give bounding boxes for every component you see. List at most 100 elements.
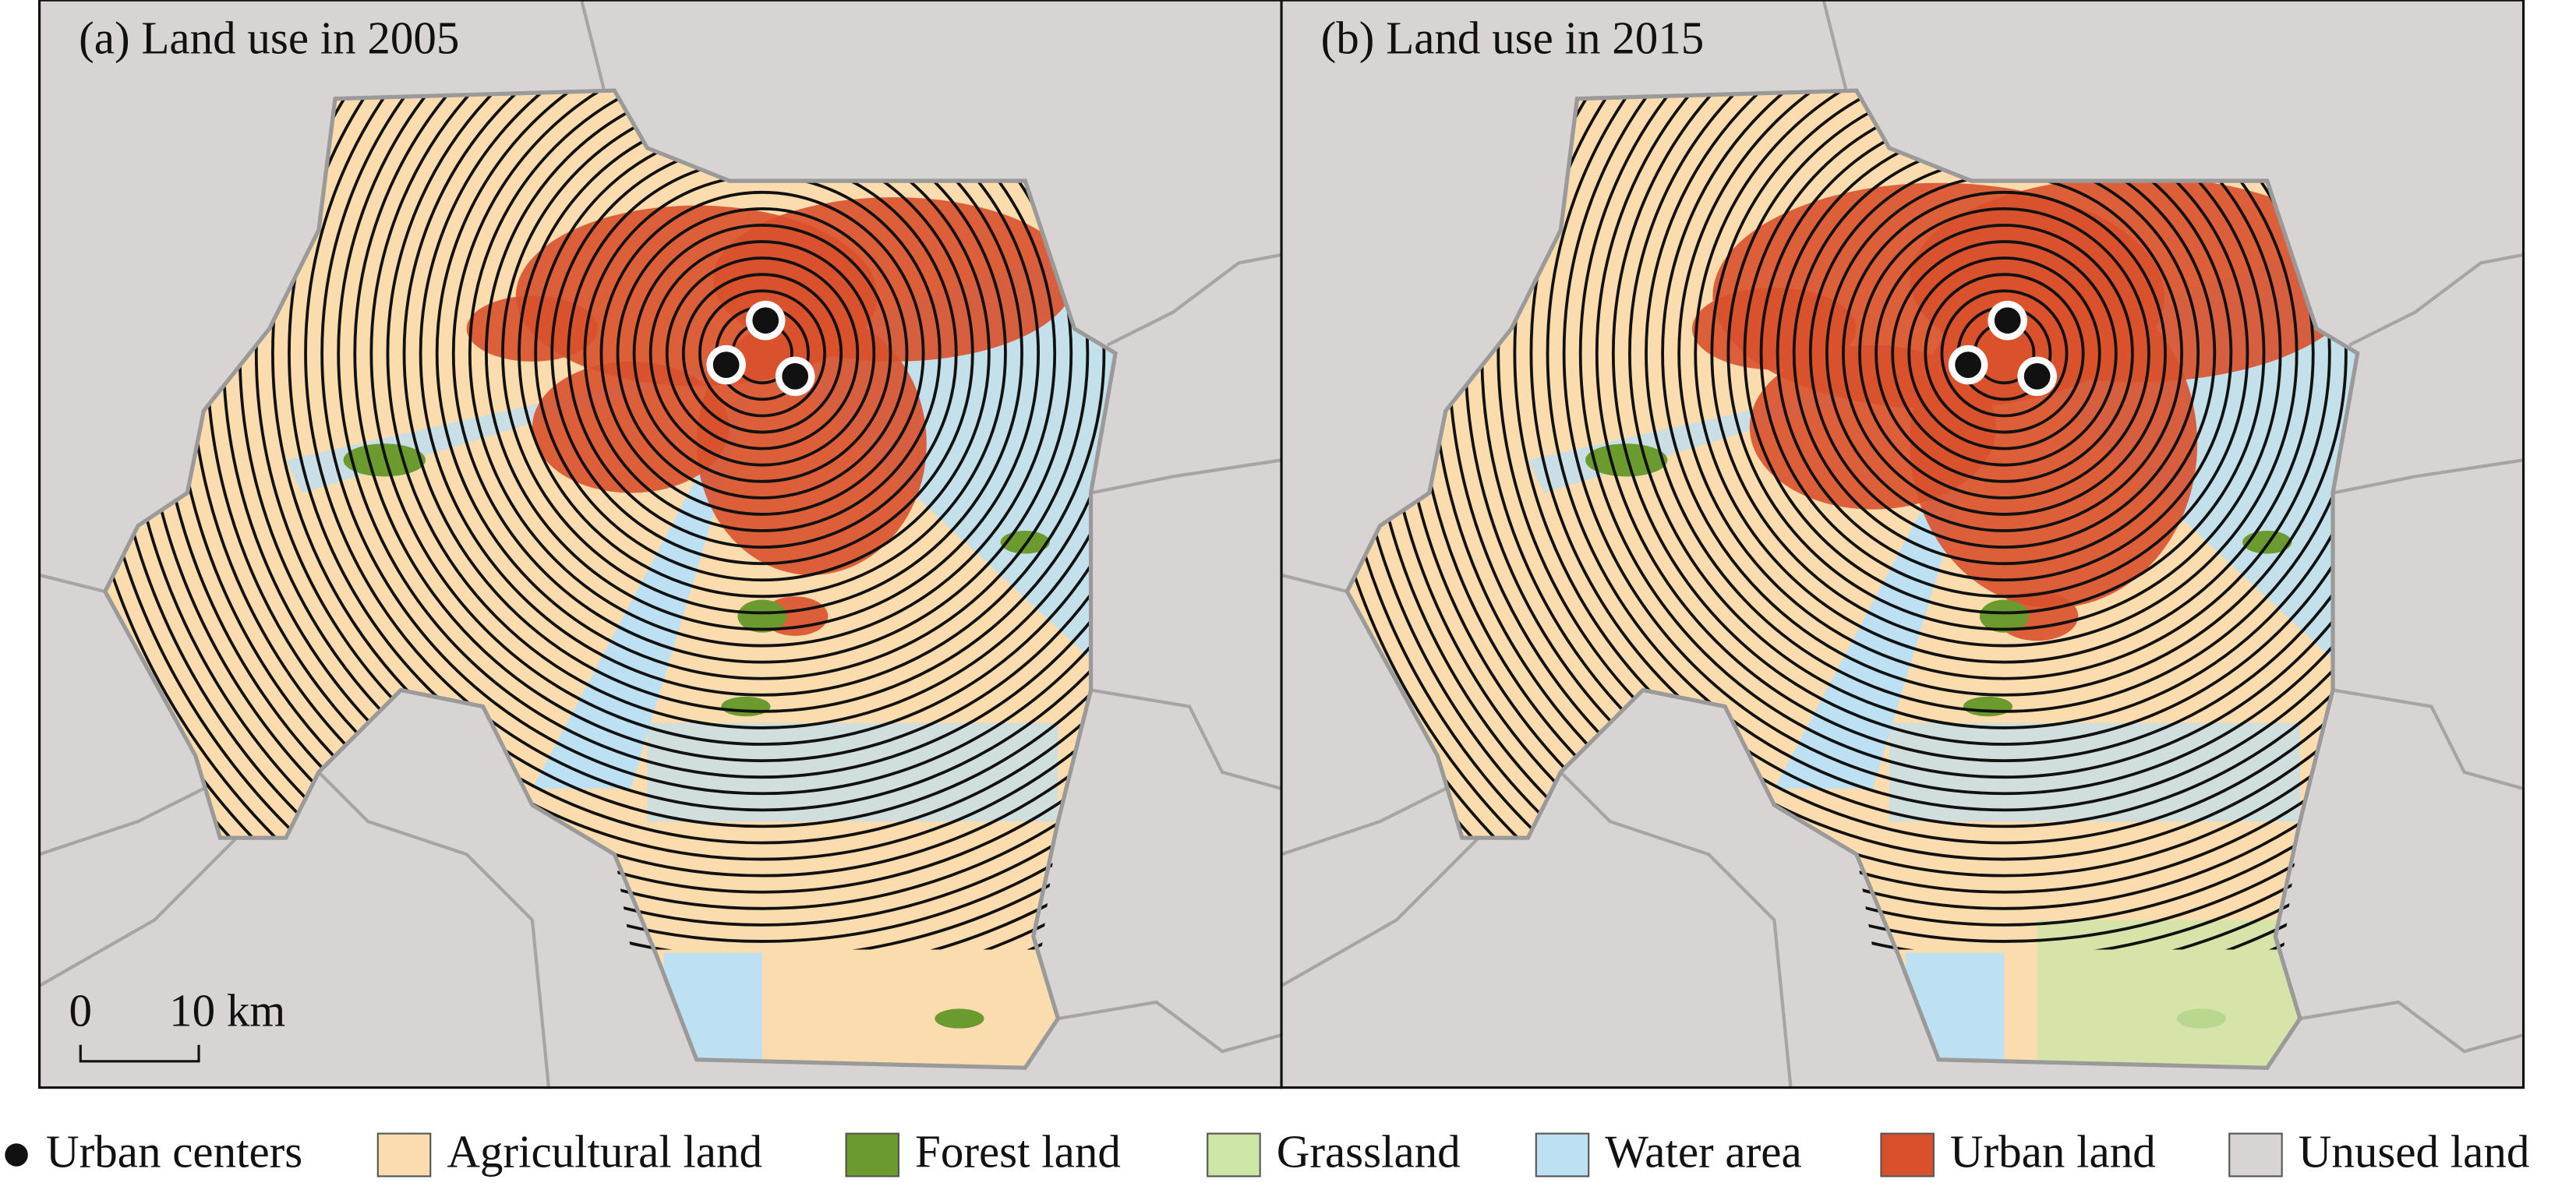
region-outline xyxy=(1345,88,2360,1070)
distance-ring xyxy=(270,90,1116,845)
distance-ring xyxy=(648,240,876,467)
boundary-line xyxy=(39,787,205,856)
forest-land xyxy=(721,696,771,717)
boundary-line xyxy=(1106,252,1282,347)
legend-label: Water area xyxy=(1605,1126,1801,1178)
distance-ring xyxy=(1726,90,2282,631)
region-outline xyxy=(102,88,1118,1070)
legend-item: Urban land xyxy=(1880,1126,2156,1178)
distance-ring xyxy=(1645,90,2358,713)
boundary-line xyxy=(39,836,239,987)
legend-dot xyxy=(5,1143,28,1167)
distance-ring xyxy=(1529,90,2358,828)
distance-ring xyxy=(1513,90,2358,845)
distance-ring xyxy=(1562,90,2358,796)
map-panel: (b) Land use in 2015 xyxy=(1280,0,2525,1089)
panel-title: (b) Land use in 2015 xyxy=(1321,12,1705,64)
legend-label: Urban centers xyxy=(46,1126,302,1178)
distance-ring xyxy=(632,224,892,483)
distance-ring xyxy=(1858,207,2150,500)
map-panel: (a) Land use in 2005 0 10 km xyxy=(38,0,1283,1089)
legend-label: Agricultural land xyxy=(447,1126,762,1178)
scale-label: 0 xyxy=(69,984,92,1036)
urban-center xyxy=(782,363,809,390)
boundary-line xyxy=(1281,787,1447,856)
legend-item: Unused land xyxy=(2228,1126,2530,1178)
distance-ring xyxy=(451,90,1073,664)
urban-center xyxy=(712,351,740,378)
boundary-line xyxy=(2332,688,2524,790)
boundary-line xyxy=(1281,836,1480,987)
panel-frame xyxy=(1280,0,2525,1089)
legend-swatch xyxy=(2228,1132,2283,1178)
boundary-line xyxy=(1281,573,1348,594)
distance-ring xyxy=(386,90,1116,729)
boundary-line xyxy=(2299,1000,2524,1054)
forest-land xyxy=(1000,531,1050,554)
distance-ring xyxy=(1875,224,2134,483)
distance-ring xyxy=(1940,289,2069,418)
distance-ring xyxy=(288,90,1116,828)
panel-title: (a) Land use in 2005 xyxy=(79,12,459,64)
boundary-line xyxy=(39,573,106,594)
legend-swatch xyxy=(1207,1132,1261,1178)
scale-label: 10 km xyxy=(169,984,285,1036)
distance-ring xyxy=(1595,90,2358,762)
distance-ring xyxy=(435,90,1090,680)
boundary-line xyxy=(580,0,608,100)
boundary-line xyxy=(1090,688,1282,790)
urban-land xyxy=(696,312,927,575)
distance-ring xyxy=(1661,90,2348,697)
distance-ring xyxy=(1677,90,2331,680)
distance-ring xyxy=(254,90,1116,861)
legend-item: Grassland xyxy=(1207,1126,1461,1178)
legend-swatch xyxy=(845,1132,900,1178)
distance-ring xyxy=(616,207,909,500)
distance-ring xyxy=(1546,90,2358,812)
urban-land xyxy=(466,295,599,362)
legend-label: Urban land xyxy=(1950,1126,2156,1178)
boundary-line xyxy=(1090,458,1282,495)
urban-land xyxy=(1749,344,1996,510)
legend-swatch xyxy=(1535,1132,1590,1178)
distance-ring xyxy=(485,90,1041,631)
legend-swatch xyxy=(376,1132,432,1178)
legend-item: Forest land xyxy=(845,1126,1121,1178)
legend-item: Agricultural land xyxy=(376,1126,762,1178)
legend-label: Unused land xyxy=(2299,1126,2530,1178)
legend-item: Water area xyxy=(1535,1126,1802,1178)
distance-ring xyxy=(681,273,843,434)
legend-item: Urban centers xyxy=(5,1126,302,1178)
urban-center xyxy=(752,307,779,334)
legend-label: Forest land xyxy=(915,1126,1121,1178)
distance-ring xyxy=(1611,90,2358,746)
forest-land xyxy=(737,599,787,633)
distance-ring xyxy=(419,90,1106,697)
distance-ring xyxy=(1891,240,2118,467)
distance-ring xyxy=(665,256,860,450)
forest-land xyxy=(935,1008,984,1029)
distance-ring xyxy=(1907,256,2101,450)
distance-ring xyxy=(304,90,1116,812)
distance-ring xyxy=(1628,90,2358,729)
boundary-line xyxy=(1822,0,1850,100)
distance-ring xyxy=(599,190,925,516)
distance-ring xyxy=(1924,273,2085,434)
boundary-line xyxy=(2332,458,2524,495)
forest-land xyxy=(2242,531,2292,554)
distance-ring xyxy=(1694,90,2315,664)
urban-center xyxy=(1994,307,2021,334)
distance-ring xyxy=(402,90,1116,713)
distance-ring xyxy=(337,90,1116,779)
boundary-line xyxy=(317,771,551,1088)
distance-ring xyxy=(468,90,1057,648)
panel-content xyxy=(39,0,1282,1088)
legend-swatch xyxy=(1880,1132,1935,1178)
distance-ring xyxy=(1496,90,2358,861)
distance-ring xyxy=(1842,190,2167,516)
legend-label: Grassland xyxy=(1277,1126,1461,1178)
distance-ring xyxy=(320,90,1116,796)
distance-ring xyxy=(353,90,1116,762)
